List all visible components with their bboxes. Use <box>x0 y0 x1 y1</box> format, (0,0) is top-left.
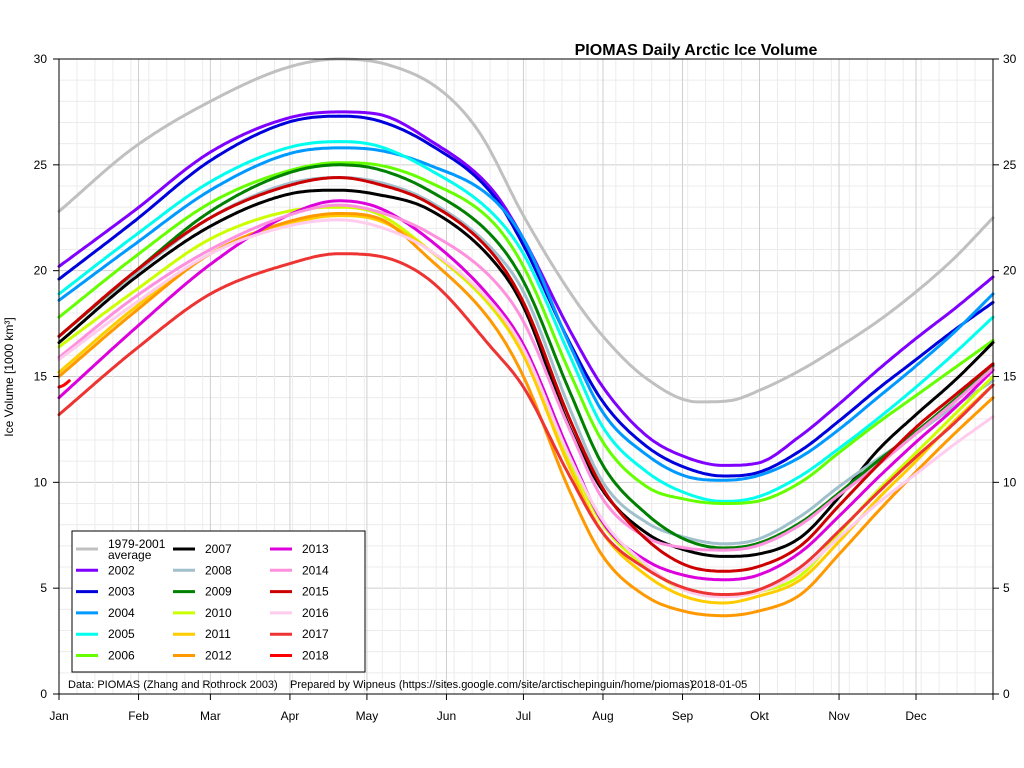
x-tick-label: Feb <box>128 709 149 723</box>
y-tick-label-left: 15 <box>34 370 48 384</box>
legend-label: 2004 <box>108 606 135 620</box>
series-line-2015 <box>57 176 995 573</box>
legend-label: 2008 <box>205 563 232 577</box>
x-tick-label: Dec <box>905 709 926 723</box>
legend-label: 2005 <box>108 627 135 641</box>
series-line-2009 <box>57 163 995 550</box>
series-line-2004 <box>57 146 995 482</box>
y-tick-label-right: 0 <box>1003 687 1010 701</box>
y-tick-label-left: 5 <box>40 581 47 595</box>
legend-label: 2015 <box>302 585 329 599</box>
y-tick-label-right: 10 <box>1003 475 1017 489</box>
y-tick-label-right: 15 <box>1003 370 1017 384</box>
series-line-2018 <box>57 379 71 389</box>
legend-label: 2013 <box>302 542 329 556</box>
series-line-2013 <box>57 199 995 582</box>
series-line-2017 <box>57 252 995 596</box>
x-tick-label: Apr <box>281 709 300 723</box>
legend-label: 2002 <box>108 563 135 577</box>
y-tick-label-left: 25 <box>34 158 48 172</box>
y-tick-label-right: 20 <box>1003 264 1017 278</box>
legend-label: 2018 <box>302 649 329 663</box>
legend-label: 2012 <box>205 649 232 663</box>
legend-label: 2016 <box>302 606 329 620</box>
series-line-1979-2001-average <box>57 57 995 404</box>
footer-prepared: Prepared by Wipneus (https://sites.googl… <box>290 679 694 691</box>
y-axis-label: Ice Volume [1000 km³] <box>2 317 16 436</box>
legend-label: 2009 <box>205 585 232 599</box>
y-tick-label-right: 30 <box>1003 52 1017 66</box>
axes: 0 0 5 5 10 10 15 15 20 20 25 25 30 30 Jan Feb Mar Apr May J… <box>34 52 1017 723</box>
series-line-2014 <box>57 203 995 552</box>
series-layer <box>57 57 995 618</box>
legend-box <box>71 530 366 673</box>
legend-label: 2011 <box>205 627 231 641</box>
series-line-2007 <box>57 188 995 558</box>
x-tick-label: Mar <box>200 709 221 723</box>
y-tick-label-left: 10 <box>34 475 48 489</box>
x-tick-label: Jan <box>49 709 68 723</box>
x-tick-label: Sep <box>672 709 694 723</box>
y-tick-label-left: 20 <box>34 264 48 278</box>
legend-label: 2017 <box>302 627 329 641</box>
y-tick-label-right: 25 <box>1003 158 1017 172</box>
x-tick-label: Nov <box>828 709 849 723</box>
footer-source: Data: PIOMAS (Zhang and Rothrock 2003) <box>68 679 278 691</box>
y-tick-label-left: 0 <box>40 687 47 701</box>
series-line-2016 <box>57 218 995 599</box>
chart-title: PIOMAS Daily Arctic Ice Volume <box>575 42 818 59</box>
legend-label: 2014 <box>302 563 329 577</box>
x-tick-label: Jul <box>516 709 531 723</box>
x-tick-label: May <box>356 709 379 723</box>
series-line-2003 <box>57 114 995 478</box>
series-line-2006 <box>57 161 995 505</box>
footer-note: Data: PIOMAS (Zhang and Rothrock 2003) P… <box>68 679 747 691</box>
x-tick-label: Jun <box>437 709 456 723</box>
legend-label: 2003 <box>108 585 135 599</box>
y-tick-label-right: 5 <box>1003 581 1010 595</box>
footer-date: 2018-01-05 <box>691 679 747 691</box>
x-tick-label: Okt <box>750 709 769 723</box>
y-tick-label-left: 30 <box>34 52 48 66</box>
legend-label: 2010 <box>205 606 232 620</box>
legend-label: 2007 <box>205 542 232 556</box>
x-tick-label: Aug <box>592 709 613 723</box>
legend-label: 2006 <box>108 649 135 663</box>
legend-label: average <box>108 548 152 562</box>
legend-label: 1979-2001 <box>108 537 166 551</box>
series-line-2005 <box>57 140 995 503</box>
